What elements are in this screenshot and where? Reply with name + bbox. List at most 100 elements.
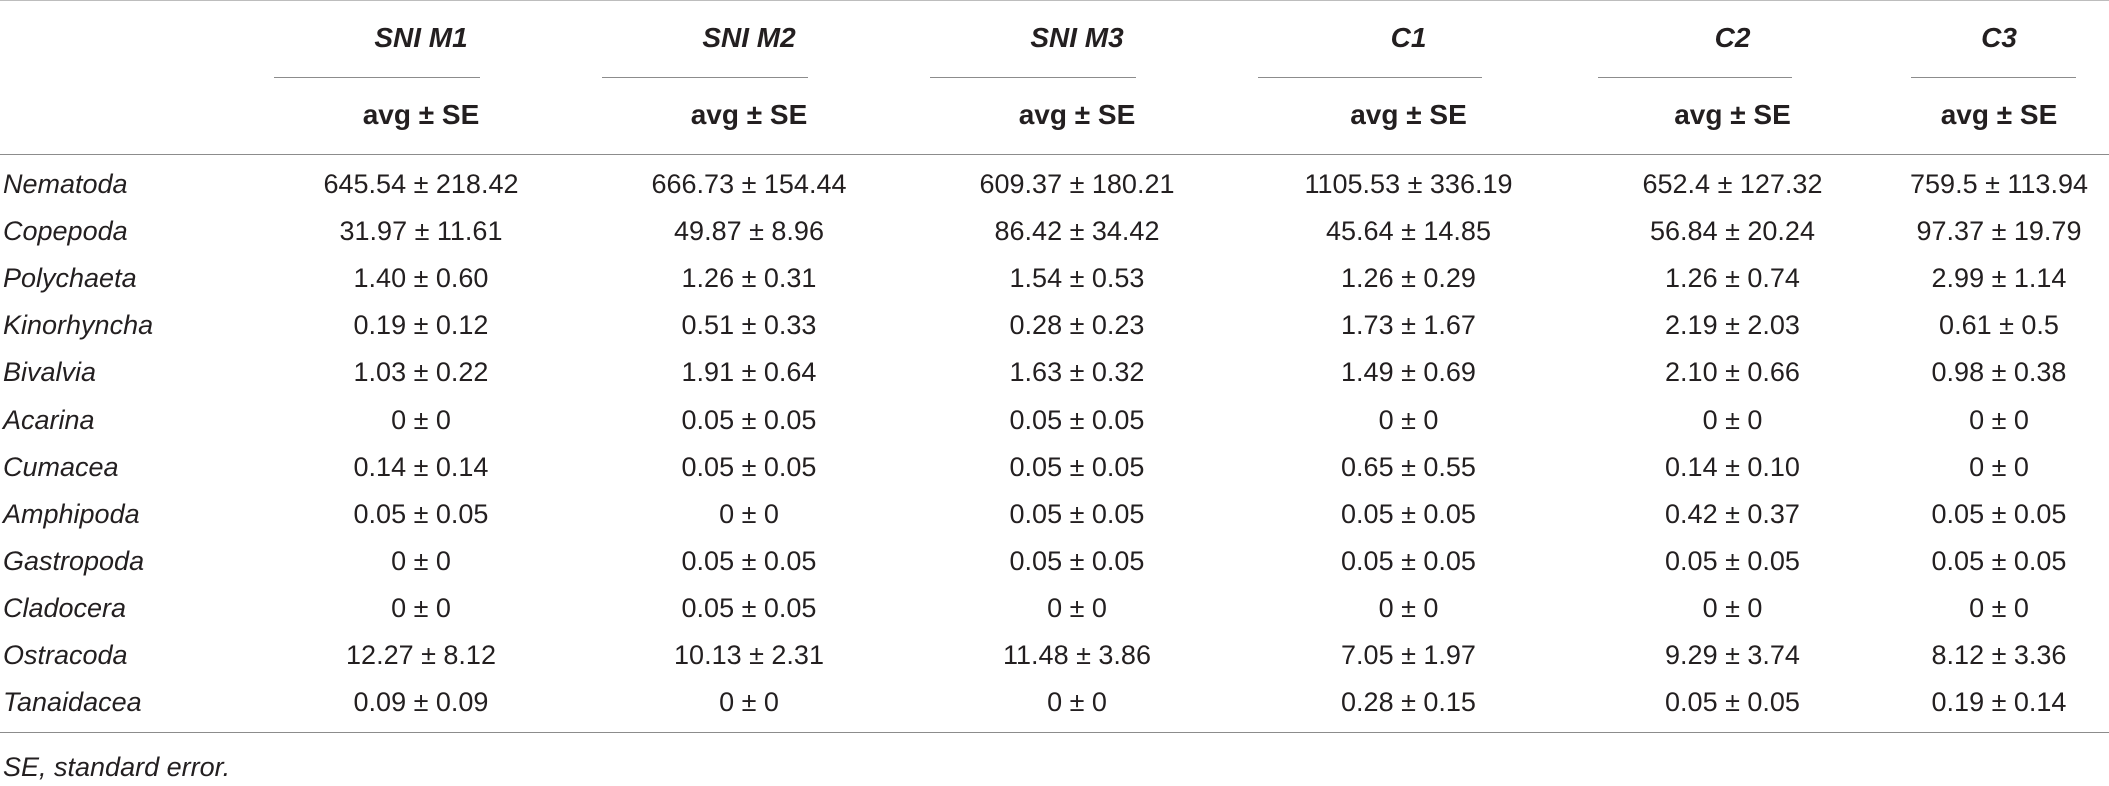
value-cell: 0.05 ± 0.05 xyxy=(1931,498,2067,529)
value-cell: 49.87 ± 8.96 xyxy=(674,216,824,247)
value-cell: 1.26 ± 0.74 xyxy=(1665,263,1800,294)
value-cell: 0.05 ± 0.05 xyxy=(1576,679,1889,734)
subheader-cell: avg ± SE xyxy=(913,75,1241,155)
value-cell: 759.5 ± 113.94 xyxy=(1910,169,2088,200)
group-underline-c1 xyxy=(1258,77,1482,78)
abundance-table: SNI M1 SNI M2 SNI M3 C1 C2 C3 avg ± SE a… xyxy=(0,0,2109,734)
value-cell: 45.64 ± 14.85 xyxy=(1326,216,1491,247)
value-cell: 1.54 ± 0.53 xyxy=(1009,263,1145,294)
value-cell: 1105.53 ± 336.19 xyxy=(1304,169,1513,200)
value-cell: 0 ± 0 xyxy=(1047,592,1107,623)
subheader-cell: avg ± SE xyxy=(257,75,585,155)
value-cell: 8.12 ± 3.36 xyxy=(1931,639,2067,670)
value-cell: 0.19 ± 0.14 xyxy=(1889,679,2109,734)
table-row: Amphipoda 0.05 ± 0.05 0 ± 0 0.05 ± 0.05 … xyxy=(0,491,2109,538)
value-cell: 9.29 ± 3.74 xyxy=(1665,639,1800,670)
value-cell: 11.48 ± 3.86 xyxy=(1003,639,1151,670)
table-body: Nematoda 645.54 ± 218.42 666.73 ± 154.44… xyxy=(0,155,2109,734)
group-label: SNI M1 xyxy=(374,22,468,53)
taxon-cell: Cumacea xyxy=(3,451,119,482)
value-cell: 0.05 ± 0.05 xyxy=(681,592,817,623)
value-cell: 645.54 ± 218.42 xyxy=(323,169,519,200)
taxon-cell: Copepoda xyxy=(3,216,128,247)
value-cell: 0 ± 0 xyxy=(1702,592,1763,623)
taxon-cell: Acarina xyxy=(3,404,95,435)
value-cell: 0 ± 0 xyxy=(1969,404,2029,435)
group-header-c2: C2 xyxy=(1576,0,1889,75)
subheader-row: avg ± SE avg ± SE avg ± SE avg ± SE avg … xyxy=(0,75,2109,155)
group-header-sni-m1: SNI M1 xyxy=(257,0,585,75)
value-cell: 0.98 ± 0.38 xyxy=(1931,357,2067,388)
value-cell: 0.28 ± 0.15 xyxy=(1241,679,1576,734)
subheader-cell: avg ± SE xyxy=(1241,75,1576,155)
value-cell: 0.05 ± 0.05 xyxy=(681,451,817,482)
group-header-c3: C3 xyxy=(1889,0,2109,75)
group-underline-sni-m3 xyxy=(930,77,1136,78)
value-cell: 2.19 ± 2.03 xyxy=(1665,310,1800,341)
taxon-cell: Bivalvia xyxy=(3,357,97,388)
group-underline-c3 xyxy=(1911,77,2076,78)
value-cell: 0.05 ± 0.05 xyxy=(1009,545,1145,576)
value-cell: 0 ± 0 xyxy=(1969,592,2029,623)
value-cell: 0.05 ± 0.05 xyxy=(353,498,489,529)
value-cell: 0.65 ± 0.55 xyxy=(1341,451,1476,482)
value-cell: 0.05 ± 0.05 xyxy=(1931,545,2067,576)
value-cell: 0.19 ± 0.12 xyxy=(353,310,489,341)
value-cell: 0.61 ± 0.5 xyxy=(1939,310,2059,341)
taxon-subheader-blank xyxy=(0,75,257,155)
group-underline-sni-m1 xyxy=(274,77,480,78)
subheader-cell: avg ± SE xyxy=(1889,75,2109,155)
value-cell: 0 ± 0 xyxy=(391,545,451,576)
group-label: C1 xyxy=(1390,22,1427,53)
value-cell: 1.40 ± 0.60 xyxy=(353,263,489,294)
taxon-cell: Polychaeta xyxy=(3,263,137,294)
value-cell: 0.14 ± 0.14 xyxy=(353,451,489,482)
value-cell: 0.05 ± 0.05 xyxy=(681,545,817,576)
table-row: Nematoda 645.54 ± 218.42 666.73 ± 154.44… xyxy=(0,155,2109,209)
value-cell: 0.05 ± 0.05 xyxy=(1341,498,1476,529)
table-row: Cumacea 0.14 ± 0.14 0.05 ± 0.05 0.05 ± 0… xyxy=(0,444,2109,491)
value-cell: 0 ± 0 xyxy=(1378,404,1439,435)
value-cell: 1.03 ± 0.22 xyxy=(353,357,489,388)
taxon-cell: Gastropoda xyxy=(3,545,145,576)
value-cell: 0.05 ± 0.05 xyxy=(1009,498,1145,529)
value-cell: 0.05 ± 0.05 xyxy=(1341,545,1476,576)
subheader-cell: avg ± SE xyxy=(1576,75,1889,155)
value-cell: 1.73 ± 1.67 xyxy=(1341,310,1476,341)
group-header-sni-m2: SNI M2 xyxy=(585,0,913,75)
value-cell: 10.13 ± 2.31 xyxy=(674,639,824,670)
value-cell: 12.27 ± 8.12 xyxy=(346,639,496,670)
value-cell: 0 ± 0 xyxy=(585,679,913,734)
value-cell: 0 ± 0 xyxy=(391,404,451,435)
taxon-cell: Tanaidacea xyxy=(0,679,257,734)
value-cell: 1.63 ± 0.32 xyxy=(1009,357,1145,388)
value-cell: 0 ± 0 xyxy=(1702,404,1763,435)
value-cell: 0.05 ± 0.05 xyxy=(1665,545,1800,576)
group-header-sni-m3: SNI M3 xyxy=(913,0,1241,75)
value-cell: 1.49 ± 0.69 xyxy=(1341,357,1476,388)
table-row: Kinorhyncha 0.19 ± 0.12 0.51 ± 0.33 0.28… xyxy=(0,302,2109,349)
taxon-cell: Ostracoda xyxy=(3,639,128,670)
table-header: SNI M1 SNI M2 SNI M3 C1 C2 C3 avg ± SE a… xyxy=(0,0,2109,155)
value-cell: 609.37 ± 180.21 xyxy=(979,169,1175,200)
value-cell: 0.05 ± 0.05 xyxy=(681,404,817,435)
value-cell: 0.51 ± 0.33 xyxy=(681,310,817,341)
group-underline-c2 xyxy=(1598,77,1792,78)
group-header-c1: C1 xyxy=(1241,0,1576,75)
value-cell: 0 ± 0 xyxy=(913,679,1241,734)
taxon-cell: Kinorhyncha xyxy=(3,310,154,341)
subheader-cell: avg ± SE xyxy=(585,75,913,155)
value-cell: 0.05 ± 0.05 xyxy=(1009,451,1145,482)
taxon-cell: Amphipoda xyxy=(3,498,140,529)
group-label: SNI M2 xyxy=(702,22,796,53)
table-row: Cladocera 0 ± 0 0.05 ± 0.05 0 ± 0 0 ± 0 … xyxy=(0,585,2109,632)
value-cell: 97.37 ± 19.79 xyxy=(1916,216,2082,247)
table-row: Acarina 0 ± 0 0.05 ± 0.05 0.05 ± 0.05 0 … xyxy=(0,396,2109,443)
value-cell: 0.09 ± 0.09 xyxy=(257,679,585,734)
value-cell: 7.05 ± 1.97 xyxy=(1341,639,1476,670)
value-cell: 0 ± 0 xyxy=(719,498,779,529)
value-cell: 56.84 ± 20.24 xyxy=(1650,216,1815,247)
table-row: Tanaidacea 0.09 ± 0.09 0 ± 0 0 ± 0 0.28 … xyxy=(0,679,2109,734)
value-cell: 2.10 ± 0.66 xyxy=(1665,357,1800,388)
